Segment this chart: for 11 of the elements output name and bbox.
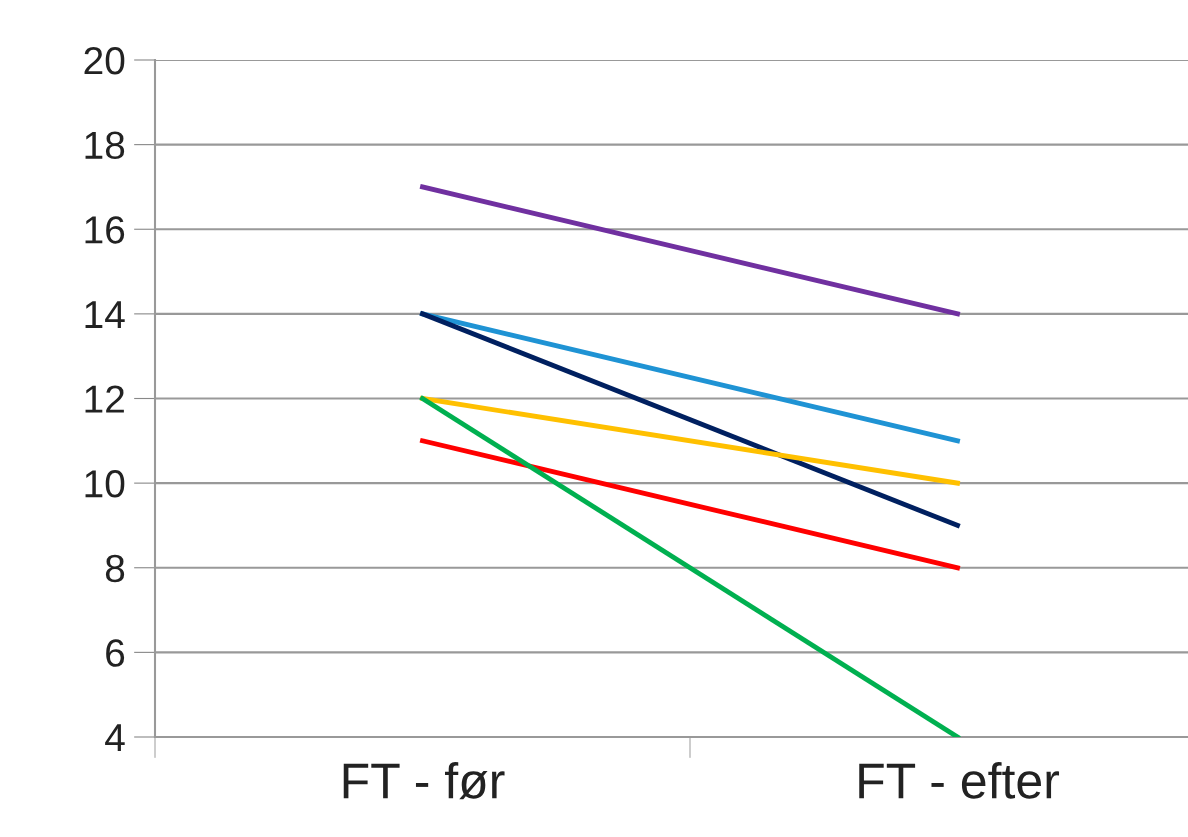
y-tick-label: 10 [85, 470, 125, 498]
y-tick-label: 4 [105, 724, 125, 752]
y-tick-label: 16 [85, 216, 125, 244]
y-tick-label: 8 [105, 554, 125, 583]
x-tick-label: FT - før [343, 762, 505, 800]
y-tick-label: 14 [85, 301, 125, 328]
y-tick-label: 20 [84, 46, 125, 75]
y-tick-label: 6 [106, 639, 125, 667]
y-tick-label: 12 [85, 385, 124, 413]
y-tick-label: 18 [85, 131, 125, 160]
x-tick-label: FT - efter [859, 762, 1060, 799]
